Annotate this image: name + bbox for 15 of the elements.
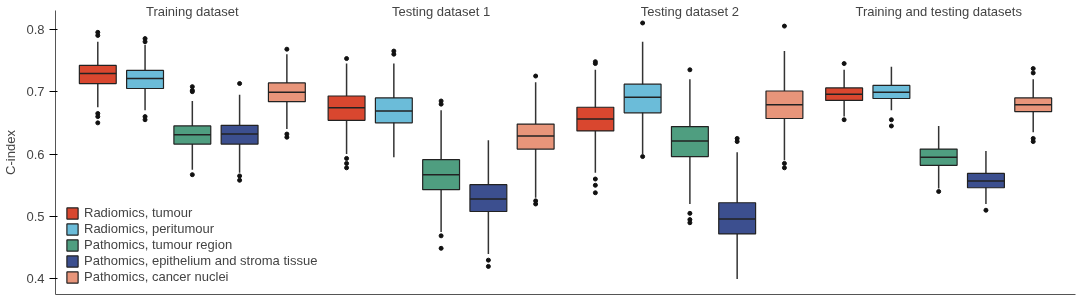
y-tick-label: 0.5 (26, 208, 45, 224)
x-tick-label: Training dataset (145, 3, 240, 19)
y-tick-label: 0.8 (26, 21, 45, 37)
y-tick-label: 0.6 (26, 146, 45, 162)
y-tick-label: 0.4 (26, 271, 45, 287)
y-axis-title: C-index (3, 129, 19, 175)
x-tick-label: Testing dataset 1 (391, 3, 491, 19)
x-tick-label: Testing dataset 2 (640, 3, 740, 19)
y-tick-label: 0.7 (26, 84, 45, 100)
legend-label: Pathomics, tumour region (84, 237, 233, 252)
legend-label: Radiomics, peritumour (84, 221, 215, 236)
x-tick-label: Training and testing datasets (855, 3, 1023, 19)
legend-label: Radiomics, tumour (84, 205, 193, 220)
legend-label: Pathomics, epithelium and stroma tissue (84, 253, 318, 268)
legend-label: Pathomics, cancer nuclei (84, 269, 229, 284)
